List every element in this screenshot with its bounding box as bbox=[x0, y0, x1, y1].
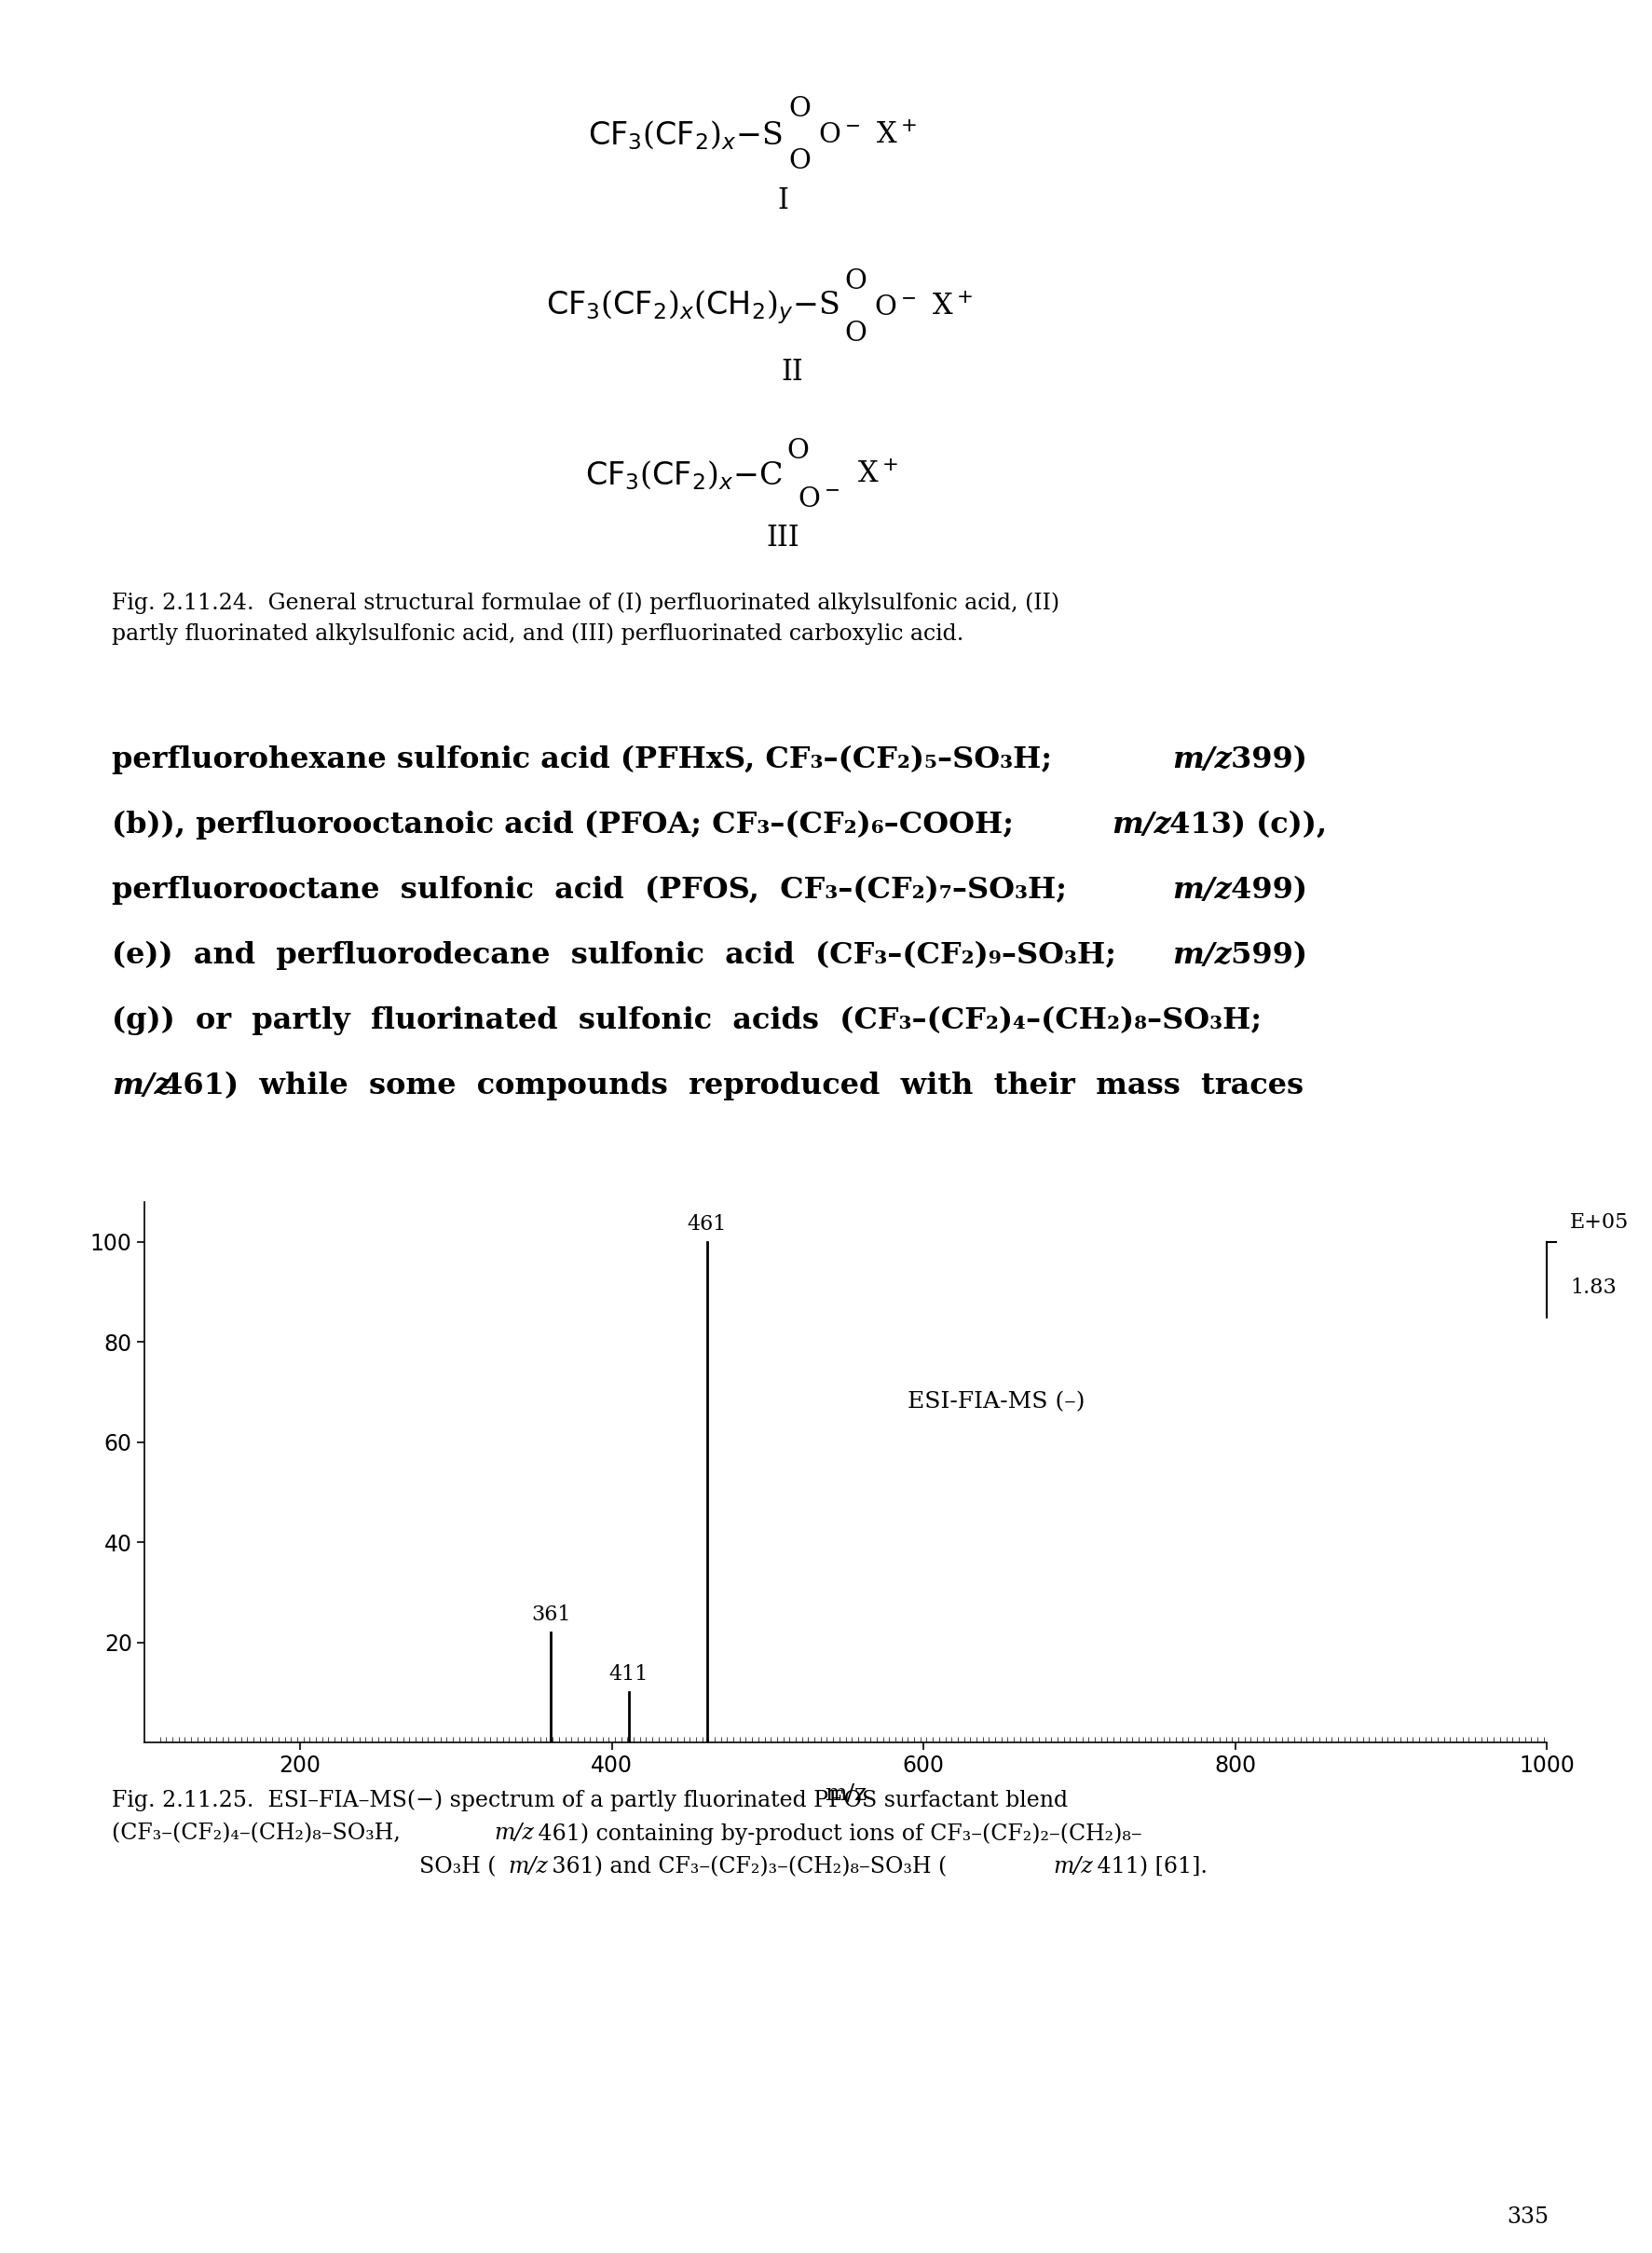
Text: Fig. 2.11.25.  ESI–FIA–MS(−) spectrum of a partly fluorinated PFOS surfactant bl: Fig. 2.11.25. ESI–FIA–MS(−) spectrum of … bbox=[112, 1789, 1067, 1811]
Text: 361: 361 bbox=[532, 1604, 572, 1624]
Text: 399): 399) bbox=[1221, 746, 1307, 775]
Text: 599): 599) bbox=[1221, 942, 1307, 971]
Text: partly fluorinated alkylsulfonic acid, and (III) perfluorinated carboxylic acid.: partly fluorinated alkylsulfonic acid, a… bbox=[112, 622, 963, 644]
Text: III: III bbox=[767, 525, 800, 552]
Text: 411) [61].: 411) [61]. bbox=[1090, 1856, 1208, 1877]
Text: O$^-$: O$^-$ bbox=[818, 122, 861, 149]
Text: m/z: m/z bbox=[1112, 811, 1171, 840]
Text: m/z: m/z bbox=[507, 1856, 548, 1877]
Text: I: I bbox=[776, 187, 788, 214]
Text: O: O bbox=[786, 437, 809, 464]
Text: perfluorohexane sulfonic acid (PFHxS, CF₃–(CF₂)₅–SO₃H;: perfluorohexane sulfonic acid (PFHxS, CF… bbox=[112, 746, 1062, 775]
Text: 413) (c)),: 413) (c)), bbox=[1160, 811, 1327, 840]
Text: O$^-$: O$^-$ bbox=[798, 487, 839, 511]
X-axis label: m/z: m/z bbox=[824, 1784, 867, 1805]
Text: 335: 335 bbox=[1507, 2208, 1550, 2228]
Text: m/z: m/z bbox=[1173, 746, 1231, 775]
Text: O: O bbox=[788, 149, 811, 173]
Text: Fig. 2.11.24.  General structural formulae of (I) perfluorinated alkylsulfonic a: Fig. 2.11.24. General structural formula… bbox=[112, 593, 1059, 613]
Text: SO₃H (: SO₃H ( bbox=[420, 1856, 496, 1877]
Text: perfluorooctane  sulfonic  acid  (PFOS,  CF₃–(CF₂)₇–SO₃H;: perfluorooctane sulfonic acid (PFOS, CF₃… bbox=[112, 876, 1077, 906]
Text: 1.83: 1.83 bbox=[1569, 1277, 1616, 1298]
Text: $\mathrm{CF_3}$($\mathrm{CF_2}$)$_x$($\mathrm{CH_2}$)$_y$$-$S: $\mathrm{CF_3}$($\mathrm{CF_2}$)$_x$($\m… bbox=[545, 288, 839, 327]
Text: m/z: m/z bbox=[112, 1072, 172, 1099]
Text: 411: 411 bbox=[610, 1665, 649, 1685]
Text: (e))  and  perfluorodecane  sulfonic  acid  (CF₃–(CF₂)₉–SO₃H;: (e)) and perfluorodecane sulfonic acid (… bbox=[112, 942, 1127, 971]
Text: $\mathrm{CF_3}$($\mathrm{CF_2}$)$_x$$-$S: $\mathrm{CF_3}$($\mathrm{CF_2}$)$_x$$-$S bbox=[588, 119, 783, 151]
Text: O: O bbox=[844, 320, 866, 347]
Text: (g))  or  partly  fluorinated  sulfonic  acids  (CF₃–(CF₂)₄–(CH₂)₈–SO₃H;: (g)) or partly fluorinated sulfonic acid… bbox=[112, 1007, 1262, 1036]
Text: ESI-FIA-MS (–): ESI-FIA-MS (–) bbox=[909, 1392, 1085, 1413]
Text: O: O bbox=[788, 97, 811, 122]
Text: X$^+$: X$^+$ bbox=[932, 293, 973, 322]
Text: 499): 499) bbox=[1221, 876, 1307, 906]
Text: (CF₃–(CF₂)₄–(CH₂)₈–SO₃H,: (CF₃–(CF₂)₄–(CH₂)₈–SO₃H, bbox=[112, 1823, 408, 1843]
Text: X$^+$: X$^+$ bbox=[857, 462, 899, 489]
Text: II: II bbox=[781, 358, 803, 388]
Text: 461: 461 bbox=[687, 1214, 727, 1235]
Text: E+05: E+05 bbox=[1569, 1212, 1629, 1232]
Text: O: O bbox=[844, 268, 866, 295]
Text: m/z: m/z bbox=[494, 1823, 534, 1843]
Text: 461) containing by-product ions of CF₃–(CF₂)₂–(CH₂)₈–: 461) containing by-product ions of CF₃–(… bbox=[530, 1823, 1142, 1845]
Text: X$^+$: X$^+$ bbox=[876, 122, 917, 149]
Text: m/z: m/z bbox=[1173, 942, 1231, 971]
Text: O$^-$: O$^-$ bbox=[874, 295, 915, 320]
Text: (b)), perfluorooctanoic acid (PFOA; CF₃–(CF₂)₆–COOH;: (b)), perfluorooctanoic acid (PFOA; CF₃–… bbox=[112, 811, 1024, 840]
Text: m/z: m/z bbox=[1052, 1856, 1094, 1877]
Text: m/z: m/z bbox=[1173, 876, 1231, 906]
Text: 461)  while  some  compounds  reproduced  with  their  mass  traces: 461) while some compounds reproduced wit… bbox=[152, 1072, 1303, 1102]
Text: 361) and CF₃–(CF₂)₃–(CH₂)₈–SO₃H (: 361) and CF₃–(CF₂)₃–(CH₂)₈–SO₃H ( bbox=[545, 1856, 947, 1877]
Text: $\mathrm{CF_3}$($\mathrm{CF_2}$)$_x$$-$C: $\mathrm{CF_3}$($\mathrm{CF_2}$)$_x$$-$C bbox=[585, 460, 783, 491]
